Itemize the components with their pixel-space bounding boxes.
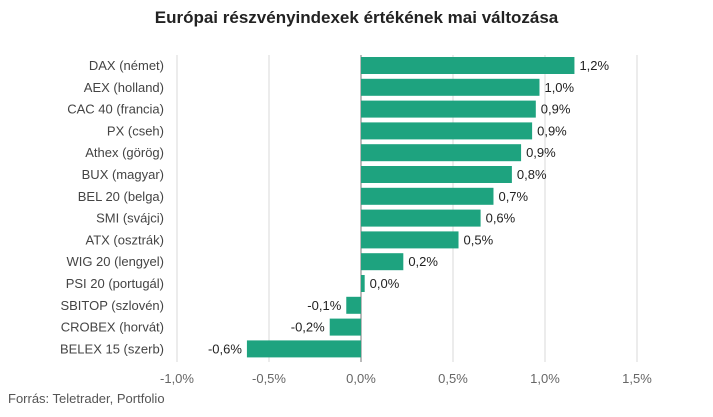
category-label: WIG 20 (lengyel) (66, 254, 164, 269)
data-label: 0,5% (464, 232, 494, 247)
data-label: -0,2% (291, 320, 325, 335)
category-label: AEX (holland) (84, 80, 164, 95)
category-label: ATX (osztrák) (86, 232, 165, 247)
data-label: 0,9% (541, 102, 571, 117)
bar (361, 231, 459, 249)
bar (246, 340, 361, 358)
data-label: -0,1% (307, 298, 341, 313)
category-label: SMI (svájci) (96, 211, 164, 226)
category-label: CROBEX (horvát) (61, 320, 164, 335)
category-label: CAC 40 (francia) (67, 102, 164, 117)
category-label: SBITOP (szlovén) (60, 298, 164, 313)
bar (361, 166, 512, 183)
category-label: PSI 20 (portugál) (66, 276, 164, 291)
category-label: BELEX 15 (szerb) (60, 341, 164, 356)
category-label: Athex (görög) (85, 145, 164, 160)
category-label: BUX (magyar) (82, 167, 164, 182)
data-label: -0,6% (208, 341, 242, 356)
source-note: Forrás: Teletrader, Portfolio (8, 391, 165, 406)
data-label: 0,7% (498, 189, 528, 204)
data-label: 0,0% (370, 276, 400, 291)
category-label: PX (cseh) (107, 123, 164, 138)
x-tick-label: 1,0% (530, 371, 560, 386)
data-label: 0,6% (486, 211, 516, 226)
data-label: 1,2% (579, 58, 609, 73)
bar (361, 187, 494, 205)
data-label: 0,9% (526, 145, 556, 160)
bar-layer (246, 57, 575, 358)
label-layer: -1,0% -0,5% 0,0% 0,5% 1,0% 1,5% DAX (német) 1,2… (60, 58, 652, 386)
bar (361, 78, 540, 96)
x-tick-label: 0,5% (438, 371, 468, 386)
data-label: 1,0% (544, 80, 574, 95)
bar (329, 318, 361, 336)
x-tick-label: -0,5% (252, 371, 286, 386)
data-label: 0,2% (408, 254, 438, 269)
bar (361, 100, 536, 118)
x-tick-label: 0,0% (346, 371, 376, 386)
category-label: DAX (német) (89, 58, 164, 73)
bar (361, 275, 365, 292)
bar (346, 296, 361, 314)
x-tick-label: -1,0% (160, 371, 194, 386)
chart-title: Európai részvényindexek értékének mai vá… (154, 8, 559, 27)
bar (361, 253, 404, 271)
bar (361, 57, 575, 74)
bar (361, 144, 522, 162)
data-label: 0,8% (517, 167, 547, 182)
data-label: 0,9% (537, 123, 567, 138)
bar (361, 122, 533, 140)
x-tick-label: 1,5% (622, 371, 652, 386)
category-label: BEL 20 (belga) (78, 189, 164, 204)
bar (361, 209, 481, 227)
